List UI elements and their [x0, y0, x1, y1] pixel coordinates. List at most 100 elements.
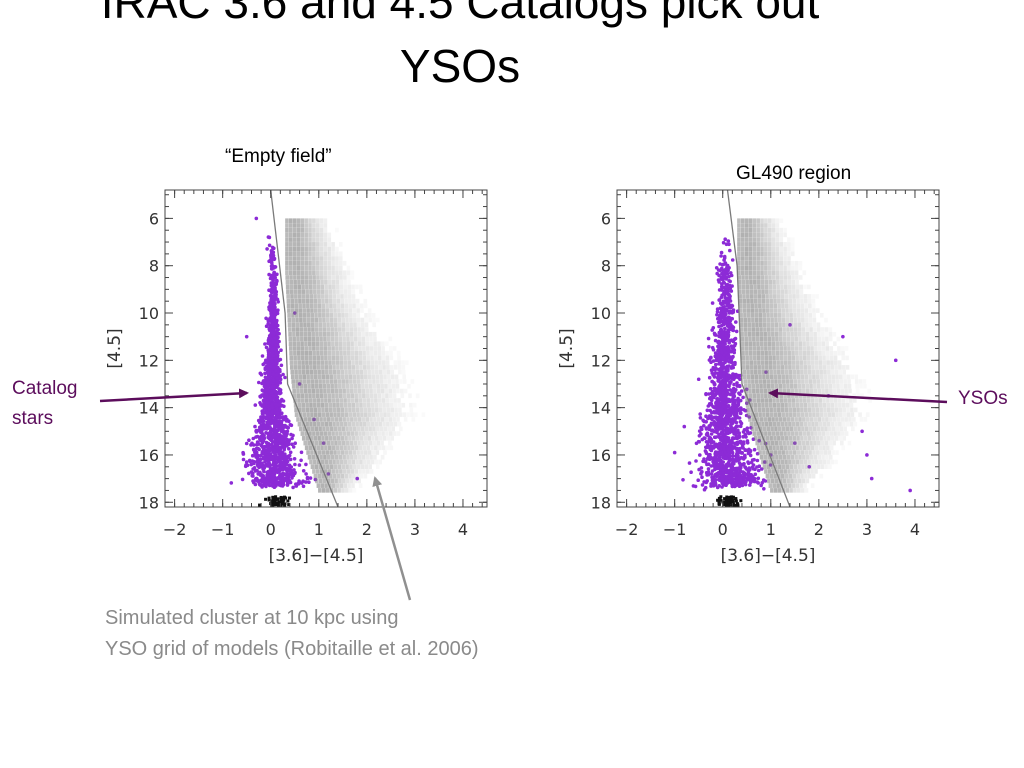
density-cell [360, 322, 365, 328]
catalog-star-point [728, 454, 732, 458]
density-cell [784, 298, 789, 304]
density-cell [298, 313, 303, 318]
density-cell [364, 379, 369, 384]
catalog-star-point [723, 380, 728, 385]
density-cell [776, 294, 781, 299]
density-cell [312, 251, 316, 257]
density-cell [297, 289, 302, 294]
catalog-star-point [276, 365, 280, 370]
catalog-star-point [708, 423, 713, 428]
density-cell [353, 388, 358, 394]
density-cell [331, 445, 336, 451]
density-cell [396, 431, 401, 436]
density-cell [321, 488, 326, 493]
density-cell [820, 327, 825, 332]
density-cell [361, 327, 365, 332]
density-cell [744, 232, 749, 238]
density-cell [332, 369, 337, 375]
density-cell [327, 346, 332, 351]
density-cell [307, 383, 311, 389]
density-cell [354, 341, 358, 347]
density-cell [320, 360, 325, 365]
density-cell [737, 256, 741, 261]
dense-bin [734, 504, 738, 507]
catalog-star-point [715, 313, 719, 317]
density-cell [752, 246, 757, 252]
density-cell [349, 383, 354, 389]
dense-bin [725, 497, 729, 501]
catalog-star-point [260, 388, 265, 393]
density-cell [302, 426, 307, 432]
density-cell [756, 260, 760, 266]
catalog-star-point [720, 271, 724, 276]
density-cell [338, 388, 343, 394]
density-cell [794, 260, 799, 266]
density-cell [746, 294, 750, 299]
density-cell [296, 246, 301, 252]
density-cell [339, 279, 344, 285]
catalog-star-point [732, 337, 737, 342]
catalog-star-point [264, 440, 269, 445]
density-cell [799, 289, 804, 294]
density-cell [314, 317, 319, 323]
catalog-star-point [265, 443, 269, 448]
density-cell [320, 355, 324, 361]
density-cell [295, 331, 300, 337]
density-cell [290, 298, 295, 304]
density-cell [386, 402, 390, 408]
catalog-star-point [304, 472, 308, 476]
density-cell [348, 450, 353, 455]
density-cell [328, 360, 332, 365]
density-cell [317, 412, 322, 417]
density-cell [321, 308, 326, 313]
density-cell [313, 308, 318, 313]
density-cell [345, 317, 349, 323]
density-cell [303, 388, 308, 394]
density-cell [309, 298, 314, 304]
density-cell [313, 365, 317, 370]
density-cell [298, 407, 302, 413]
density-cell [285, 265, 289, 271]
density-cell [744, 246, 749, 252]
density-cell [347, 360, 351, 365]
density-cell [310, 308, 314, 313]
density-cell [337, 412, 341, 417]
catalog-star-point [719, 407, 724, 412]
density-cell [754, 313, 759, 318]
density-cell [343, 289, 348, 294]
density-cell [760, 227, 764, 233]
density-cell [771, 246, 776, 252]
density-cell [317, 407, 321, 413]
density-cell [367, 412, 372, 417]
catalog-star-point [269, 298, 273, 303]
density-cell [292, 246, 297, 252]
density-cell [328, 421, 333, 427]
density-cell [359, 421, 363, 427]
density-cell [776, 284, 780, 290]
density-cell [744, 218, 749, 223]
density-cell [777, 298, 781, 304]
density-cell [377, 431, 382, 436]
density-cell [323, 256, 328, 261]
catalog-star-point [705, 456, 710, 461]
density-cell [380, 454, 385, 460]
density-cell [335, 393, 339, 399]
density-cell [327, 469, 332, 474]
density-cell [332, 289, 336, 294]
density-cell [741, 284, 746, 290]
density-cell [328, 436, 333, 441]
density-cell [330, 322, 334, 328]
density-cell [332, 473, 337, 479]
density-cell [753, 279, 757, 285]
catalog-star-point [713, 473, 717, 477]
density-cell [813, 327, 817, 332]
density-cell [331, 275, 336, 280]
density-cell [325, 407, 329, 413]
density-cell [390, 412, 395, 417]
density-cell [286, 303, 291, 309]
density-cell [398, 412, 403, 417]
density-cell [340, 294, 344, 299]
density-cell [288, 232, 293, 238]
density-cell [301, 298, 306, 304]
density-cell [759, 331, 764, 337]
